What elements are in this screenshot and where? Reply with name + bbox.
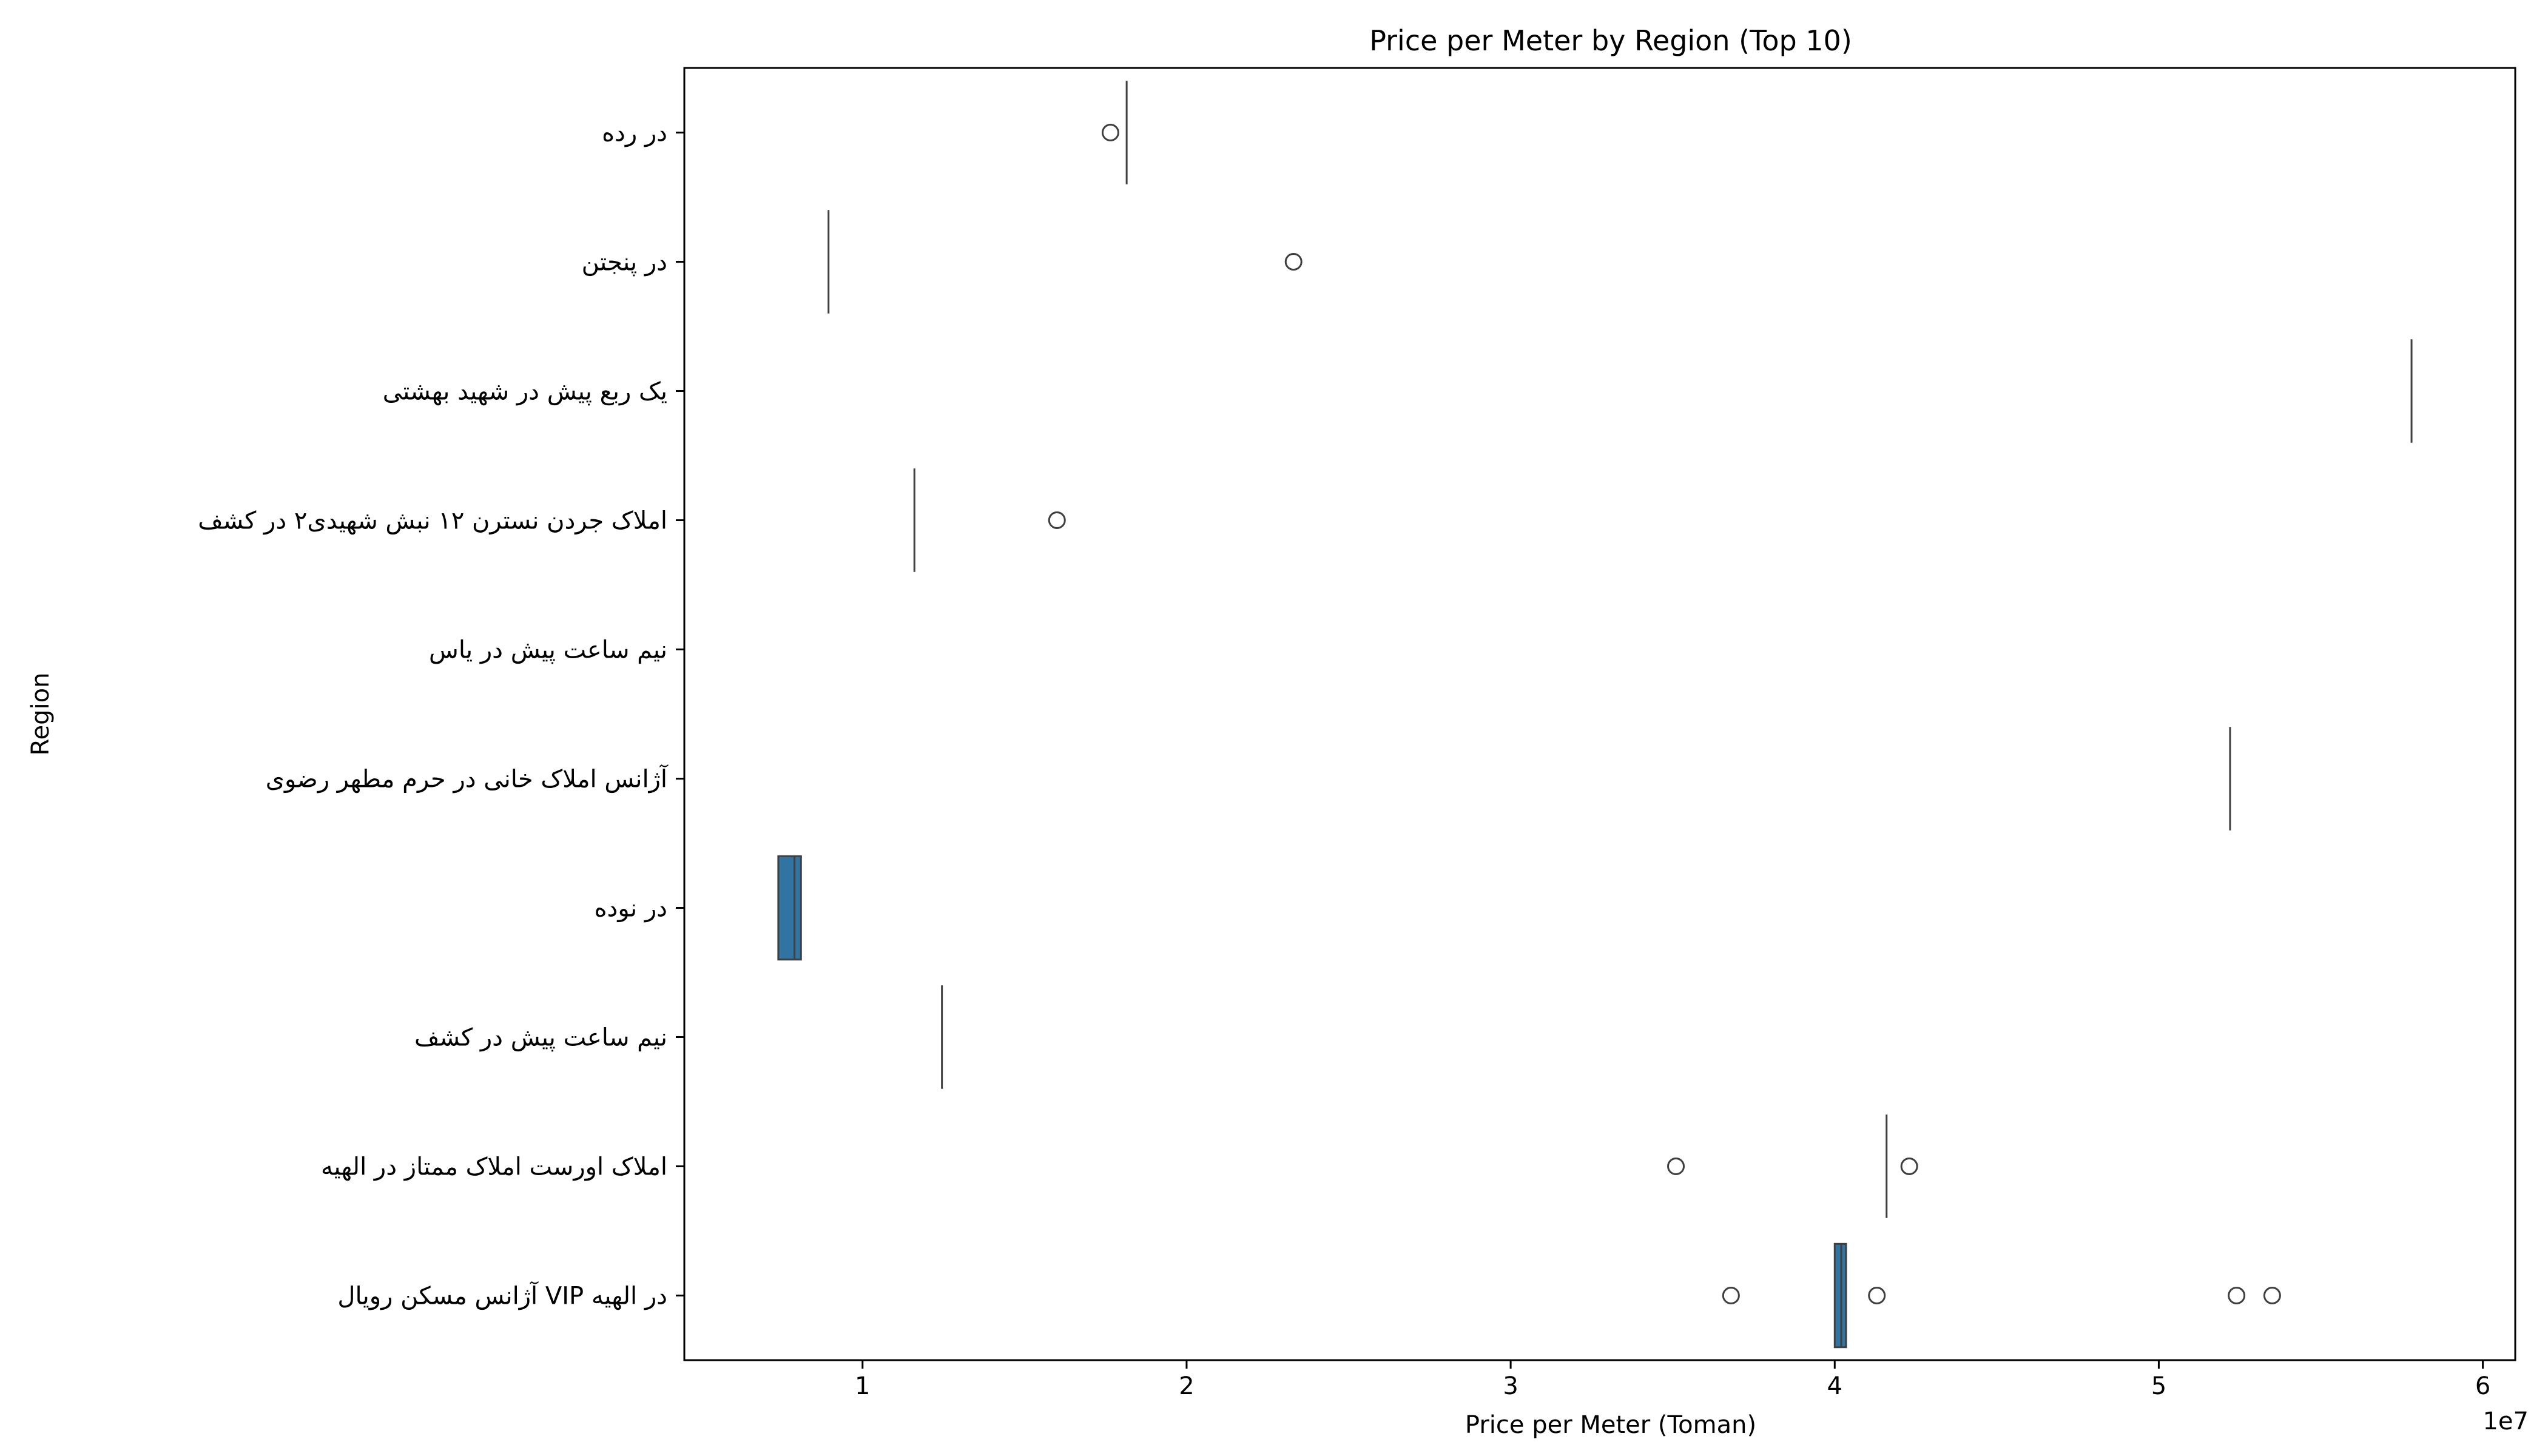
x-tick-label: 1 (855, 1372, 870, 1400)
x-tick-label: 3 (1503, 1372, 1518, 1400)
y-category-label: در نوده (595, 895, 667, 923)
box-group (1722, 1242, 2281, 1349)
x-axis-label: Price per Meter (Toman) (1465, 1411, 1756, 1439)
outlier-point (2228, 1287, 2246, 1304)
x-axis-offset-label: 1e7 (2482, 1407, 2529, 1435)
outlier-point (1048, 511, 1066, 529)
y-axis-label: Region (27, 673, 55, 756)
y-category-label: نیم ساعت پیش در کشف (414, 1024, 667, 1052)
y-category-label: املاک جردن نسترن ۱۲ نبش شهیدی۲ در کشف (198, 507, 667, 535)
outlier-point (1900, 1158, 1918, 1175)
y-category-label: در رده (602, 120, 667, 147)
x-tick-label: 5 (2151, 1372, 2166, 1400)
plot-frame (683, 67, 2516, 1361)
y-category-label: آژانس املاک خانی در حرم مطهر رضوی (266, 764, 669, 794)
y-category-label: در پنجتن (582, 249, 667, 277)
x-tick-label: 6 (2475, 1372, 2490, 1400)
y-axis: در رده در پنجتن یک ربع پیش در شهید بهشتی ام… (198, 120, 684, 1310)
outlier-point (1667, 1158, 1685, 1175)
box-group (777, 855, 802, 961)
y-category-label: یک ربع پیش در شهید بهشتی (383, 378, 667, 406)
box-group (913, 468, 1066, 572)
x-tick-label: 4 (1827, 1372, 1842, 1400)
outlier-point (2263, 1287, 2281, 1304)
plot-area (777, 81, 2413, 1349)
outlier-point (1868, 1287, 1886, 1304)
x-tick-label: 2 (1179, 1372, 1194, 1400)
outlier-point (1722, 1287, 1740, 1304)
box-iqr (777, 855, 802, 961)
outlier-point (1284, 253, 1303, 271)
y-category-label: آژانس مسکن رویال VIP در الهیه (337, 1281, 667, 1310)
box-group (827, 210, 1303, 314)
y-category-label: نیم ساعت پیش در یاس (429, 636, 667, 664)
chart-title: Price per Meter by Region (Top 10) (1369, 24, 1852, 57)
y-category-label: املاک اورست املاک ممتاز در الهیه (321, 1153, 667, 1181)
box-group (1101, 81, 1128, 184)
x-axis: 1 2 3 4 5 6 (855, 1360, 2490, 1400)
outlier-point (1101, 124, 1119, 141)
box-group (1667, 1114, 1918, 1218)
